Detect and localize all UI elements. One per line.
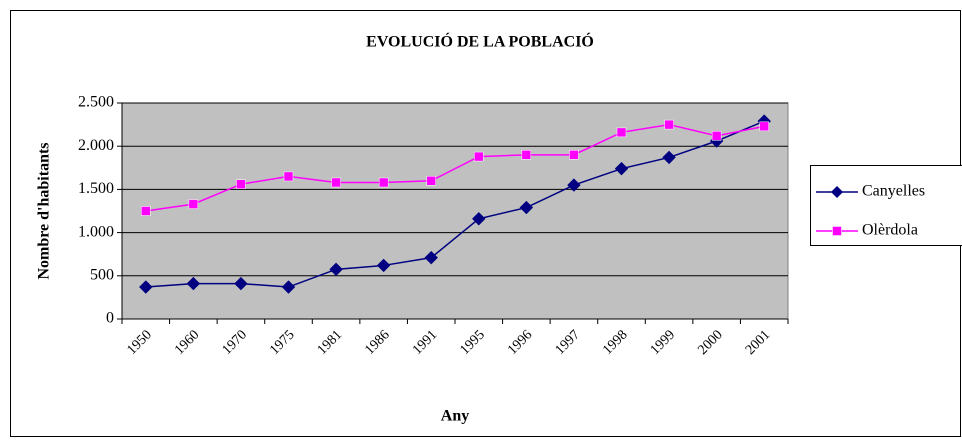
point-marker [234,276,248,291]
point-marker [614,161,629,176]
legend-label: Olèrdola [862,222,918,239]
legend-marker [832,226,842,236]
point-marker [759,121,769,132]
point-marker [664,119,674,130]
point-marker [186,276,201,291]
point-marker [188,199,199,209]
point-marker [378,177,389,188]
point-marker [711,131,722,141]
x-axis-label: Any [441,408,469,425]
y-tick-label: 500 [90,266,114,283]
y-tick-label: 2.500 [78,94,114,111]
point-marker [281,280,296,294]
point-marker [236,179,246,189]
point-marker [519,200,534,215]
point-marker [139,280,153,294]
point-marker [474,151,484,162]
chart-title: EVOLUCIÓ DE LA POBLACIÓ [366,32,594,51]
y-tick-label: 0 [106,310,114,327]
point-marker [662,150,676,165]
point-marker [616,127,627,138]
plot-area [121,102,789,320]
y-tick-label: 2.000 [78,137,114,154]
point-marker [426,176,436,186]
legend-marker [831,186,843,198]
point-marker [331,177,341,188]
y-tick-label: 1.000 [78,223,114,240]
y-axis-label: Nombre d'habitants [36,142,53,279]
point-marker [569,150,579,160]
point-marker [141,206,151,216]
point-marker [329,262,343,277]
point-marker [567,178,581,192]
y-tick-label: 1.500 [78,180,114,197]
point-marker [376,258,391,273]
point-marker [472,212,486,226]
legend-label: Canyelles [862,183,925,200]
point-marker [424,250,438,265]
point-marker [283,171,294,182]
series-line [145,123,765,212]
point-marker [521,150,532,160]
series-line [145,120,765,288]
